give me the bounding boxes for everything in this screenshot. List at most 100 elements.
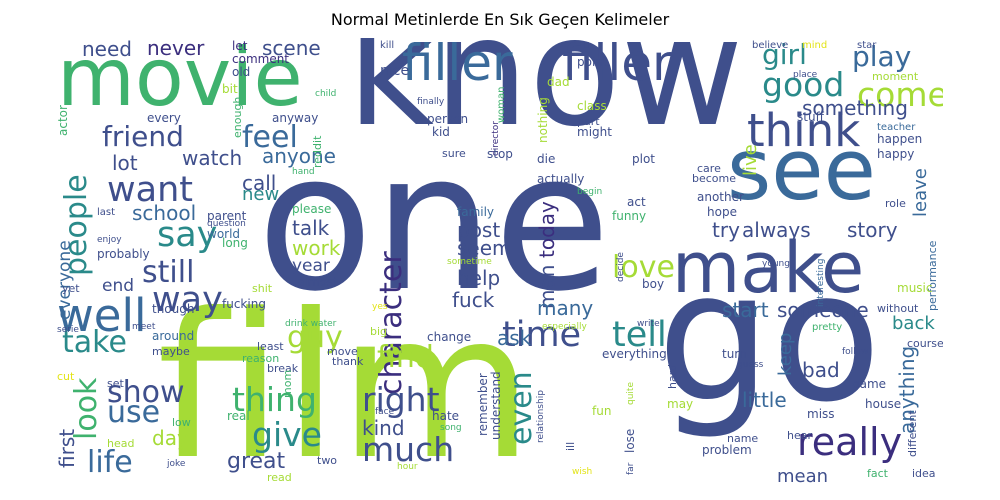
word-act: act: [627, 195, 646, 209]
word-still: still: [142, 255, 195, 290]
word-stuff: stuff: [797, 110, 824, 124]
word-something: something: [802, 96, 908, 120]
word-meet: meet: [132, 322, 156, 332]
word-today: today: [535, 201, 559, 258]
word-find: find: [377, 340, 434, 375]
word-always: always: [742, 218, 811, 242]
word-mind: mind: [802, 40, 828, 51]
word-write: write: [637, 319, 660, 329]
word-follow: follow: [842, 347, 869, 357]
word-movie: movie: [57, 38, 303, 124]
word-story: story: [847, 218, 898, 242]
word-wish: wish: [572, 467, 593, 477]
word-hate: hate: [432, 409, 460, 423]
word-cut: cut: [57, 370, 75, 383]
word-feel: feel: [242, 120, 298, 155]
word-move: move: [327, 345, 358, 358]
word-try: try: [712, 218, 740, 242]
word-face: face: [375, 407, 395, 417]
word-course: course: [907, 337, 943, 350]
word-part: part: [577, 115, 600, 128]
word-young: young: [762, 259, 790, 269]
word-funny: funny: [612, 209, 647, 223]
word-game: game: [852, 377, 887, 391]
word-break: break: [267, 362, 299, 375]
word-relationship: relationship: [536, 389, 546, 443]
word-enough: enough: [231, 96, 244, 138]
word-bit: bit: [222, 82, 238, 96]
word-parent: parent: [207, 209, 247, 223]
word-far: far: [626, 462, 636, 476]
word-give: give: [252, 415, 322, 454]
word-bad: bad: [802, 358, 840, 382]
word-interesting: interesting: [816, 258, 826, 308]
word-make: make: [672, 227, 865, 309]
word-everyone: everyone: [57, 239, 75, 320]
word-keep: keep: [775, 332, 796, 377]
word-happy: happy: [877, 147, 915, 161]
word-kill: kill: [380, 40, 395, 51]
word-year: year: [292, 256, 330, 276]
word-see: see: [727, 121, 876, 220]
word-right: right: [362, 380, 440, 419]
word-help: help: [457, 266, 501, 290]
word-probably: probably: [97, 247, 150, 261]
word-sometime: sometime: [447, 257, 492, 267]
word-filler: filler: [402, 38, 513, 92]
word-boy: boy: [642, 277, 665, 291]
word-one: one: [257, 112, 611, 333]
chart-title: Normal Metinlerde En Sık Geçen Kelimeler: [330, 10, 670, 29]
word-though: though: [152, 302, 195, 316]
word-two: two: [317, 454, 338, 467]
word-day: day: [152, 426, 189, 450]
word-song: song: [440, 423, 462, 433]
word-child: child: [315, 89, 337, 99]
word-idea: idea: [912, 467, 936, 480]
word-different: different: [906, 410, 919, 458]
word-even: even: [504, 371, 539, 445]
word-start: start: [722, 298, 769, 322]
word-die: die: [537, 152, 556, 166]
word-many: many: [537, 296, 594, 320]
word-work: work: [292, 236, 341, 260]
word-nothing: nothing: [536, 97, 550, 144]
word-actually: actually: [537, 172, 585, 186]
word-hear: hear: [787, 429, 813, 442]
word-hour: hour: [397, 462, 418, 472]
word-moment: moment: [872, 70, 919, 83]
word-school: school: [132, 201, 197, 225]
word-maybe: maybe: [152, 345, 190, 358]
word-shit: shit: [252, 282, 273, 295]
word-last: last: [97, 207, 116, 218]
word-someone: someone: [777, 298, 869, 322]
word-every: every: [147, 111, 181, 125]
word-question: question: [207, 219, 246, 229]
word-seem: seem: [457, 236, 512, 260]
word-end: end: [102, 276, 135, 296]
word-time: time: [502, 315, 582, 355]
word-talk: talk: [292, 216, 330, 240]
word-everything: everything: [602, 347, 667, 361]
word-fact: fact: [867, 467, 888, 480]
word-teacher: teacher: [877, 122, 916, 133]
word-good: good: [762, 65, 845, 104]
word-role: role: [885, 197, 906, 210]
word-another: another: [697, 190, 744, 204]
word-please: please: [292, 202, 332, 216]
word-cloud: know one go film movie make see filler filler thi…: [57, 38, 943, 485]
word-friend: friend: [102, 120, 184, 153]
word-woman: woman: [496, 86, 507, 123]
word-reason: reason: [242, 352, 280, 365]
word-place: place: [793, 70, 818, 80]
word-sure: sure: [442, 147, 466, 160]
word-stop: stop: [487, 147, 513, 161]
word-performance: performance: [926, 240, 939, 311]
word-hard: hard: [666, 364, 679, 390]
word-quite: quite: [626, 382, 636, 405]
word-let: let: [232, 39, 248, 53]
word-serie: serie: [57, 325, 79, 335]
word-life: life: [87, 445, 133, 480]
word-come: come: [857, 75, 943, 114]
word-happen: happen: [877, 132, 923, 146]
word-set: set: [107, 377, 124, 390]
